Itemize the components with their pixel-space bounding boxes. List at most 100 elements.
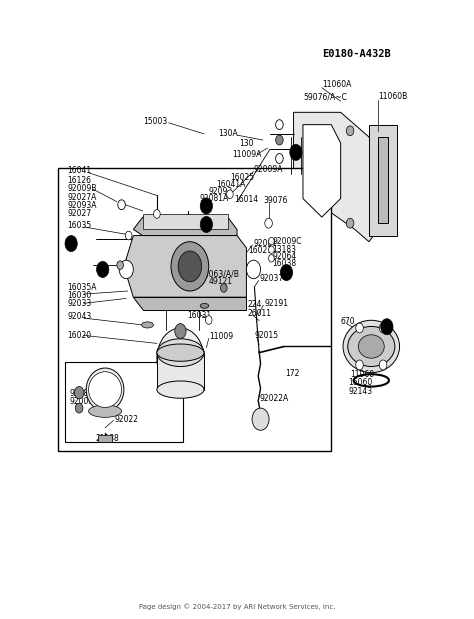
Polygon shape: [293, 112, 388, 241]
Text: 172: 172: [285, 369, 300, 378]
Text: 92081: 92081: [254, 239, 277, 248]
Bar: [58, 168, 331, 451]
Text: B: B: [294, 150, 298, 155]
Circle shape: [269, 246, 274, 253]
Ellipse shape: [348, 326, 395, 366]
Text: 670: 670: [341, 318, 356, 326]
Circle shape: [252, 408, 269, 430]
Circle shape: [246, 260, 261, 279]
Bar: [369, 124, 397, 236]
Text: 11009: 11009: [209, 332, 233, 341]
Circle shape: [200, 217, 212, 233]
Ellipse shape: [358, 335, 384, 358]
Text: A: A: [69, 241, 73, 246]
Text: 11060A: 11060A: [322, 80, 351, 89]
Text: 59076/A~C: 59076/A~C: [303, 92, 347, 102]
Circle shape: [171, 241, 209, 291]
Circle shape: [157, 328, 204, 389]
Circle shape: [265, 219, 273, 228]
Ellipse shape: [200, 303, 209, 308]
Bar: [378, 137, 388, 223]
Text: 92022A: 92022A: [259, 394, 288, 404]
Circle shape: [269, 254, 274, 262]
Circle shape: [97, 261, 109, 277]
Polygon shape: [133, 217, 237, 236]
Text: C: C: [204, 222, 209, 227]
Polygon shape: [133, 297, 246, 310]
Text: 11009A: 11009A: [232, 150, 262, 158]
Text: 16041A: 16041A: [216, 180, 245, 189]
Text: 15003: 15003: [143, 117, 167, 126]
Text: 92015: 92015: [255, 331, 279, 340]
Circle shape: [356, 360, 363, 370]
Text: 16038: 16038: [273, 259, 296, 269]
Text: 16035: 16035: [67, 221, 91, 230]
Text: 11060: 11060: [350, 370, 374, 379]
Circle shape: [269, 238, 274, 245]
Polygon shape: [124, 236, 246, 297]
Circle shape: [74, 386, 84, 399]
Circle shape: [65, 236, 77, 251]
Text: 26011: 26011: [247, 309, 272, 318]
Circle shape: [276, 119, 283, 129]
Text: 16021: 16021: [248, 246, 272, 256]
Text: 16126: 16126: [67, 176, 91, 184]
Ellipse shape: [89, 372, 121, 407]
Circle shape: [178, 251, 201, 282]
Text: 92063/A/B: 92063/A/B: [199, 269, 239, 279]
Text: E0180-A432B: E0180-A432B: [322, 49, 391, 59]
Circle shape: [227, 190, 233, 199]
Text: 39076: 39076: [263, 196, 287, 205]
Text: 130A: 130A: [218, 129, 238, 139]
Circle shape: [381, 319, 393, 335]
Text: 92191: 92191: [264, 299, 288, 308]
Circle shape: [356, 323, 363, 333]
Circle shape: [119, 260, 133, 279]
Text: 92022: 92022: [115, 415, 138, 423]
Ellipse shape: [343, 320, 400, 373]
Text: 92081: 92081: [70, 389, 94, 399]
Text: 13183: 13183: [273, 245, 296, 254]
Text: 92009B: 92009B: [67, 184, 97, 193]
Text: 92093A: 92093A: [67, 201, 97, 210]
Text: 16041: 16041: [67, 167, 91, 175]
Text: Page design © 2004-2017 by ARI Network Services, Inc.: Page design © 2004-2017 by ARI Network S…: [139, 604, 335, 610]
Circle shape: [290, 144, 302, 160]
Circle shape: [117, 261, 123, 269]
Text: 11060B: 11060B: [378, 92, 408, 102]
Bar: [65, 362, 183, 442]
Circle shape: [175, 324, 186, 339]
Text: 16014: 16014: [235, 196, 259, 204]
Circle shape: [205, 316, 212, 324]
Text: 92009A: 92009A: [254, 165, 283, 173]
Text: 49121: 49121: [209, 277, 233, 285]
Text: 92143: 92143: [349, 387, 373, 396]
Circle shape: [75, 403, 83, 413]
Text: 92009: 92009: [70, 397, 94, 407]
Circle shape: [280, 264, 292, 280]
Text: 21188: 21188: [96, 435, 119, 443]
Text: 92027A: 92027A: [67, 193, 97, 202]
Text: 16060: 16060: [349, 378, 373, 387]
Text: 16020: 16020: [67, 331, 91, 340]
Circle shape: [154, 210, 160, 219]
Text: 92033: 92033: [67, 300, 91, 308]
Text: 92009C: 92009C: [273, 237, 302, 246]
Circle shape: [276, 135, 283, 145]
Text: A: A: [385, 324, 389, 329]
Text: 224: 224: [247, 300, 262, 309]
Text: 16031: 16031: [188, 311, 212, 319]
Text: 92064: 92064: [273, 252, 297, 261]
Circle shape: [379, 323, 387, 333]
Circle shape: [220, 284, 227, 292]
Circle shape: [379, 360, 387, 370]
Text: 130: 130: [239, 139, 254, 147]
Bar: [98, 435, 112, 442]
Text: 16030: 16030: [67, 292, 91, 300]
Ellipse shape: [157, 344, 204, 361]
Bar: [143, 214, 228, 230]
Ellipse shape: [157, 339, 204, 366]
Text: 92093: 92093: [209, 187, 233, 196]
Text: 16025: 16025: [230, 173, 254, 181]
Ellipse shape: [157, 381, 204, 398]
